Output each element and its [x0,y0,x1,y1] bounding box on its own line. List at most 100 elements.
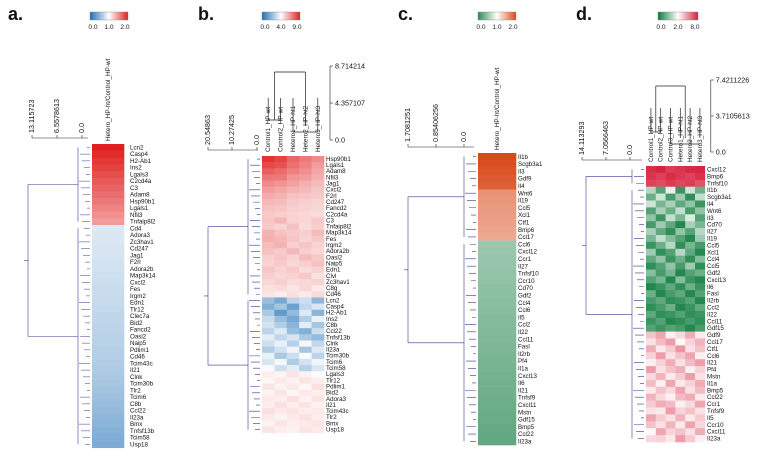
heat-cell [685,283,696,291]
heat-cell [685,352,696,360]
heat-cell [655,317,666,325]
heat-cell [695,331,706,339]
gene-label: Bid2 [130,320,143,327]
column-label: Hetero3_HP-ht3 [315,105,322,152]
heat-cell [262,186,275,194]
panel-label: b. [198,4,214,24]
heat-cell [665,221,676,229]
heat-cell [274,272,288,280]
gene-label: Il3 [707,215,714,222]
heat-cell [274,365,288,372]
heat-cell [646,207,657,215]
heat-cell [646,338,657,346]
heat-cell [685,310,696,319]
heat-cell [665,200,676,208]
heat-cell [311,383,325,390]
gene-label: Il23a [130,414,144,421]
heat-cell [274,334,288,341]
gene-label: Tnfsf9 [518,395,536,402]
heat-cell [695,393,706,401]
gene-label: Tnfsf13b [326,334,351,341]
heat-cell [311,162,325,169]
heat-cell [274,309,288,317]
heat-cell [685,379,696,388]
heat-cell [311,328,325,335]
column-label: Control3_HP-wt [668,117,675,162]
heat-cell [299,322,312,329]
gene-label: Wnt6 [707,208,722,215]
heat-cell [646,310,657,319]
heat-cell [274,248,288,255]
heat-cell [311,266,325,274]
heat-cell [675,310,686,319]
gene-label: C3 [130,185,138,192]
heat-cell [695,186,706,194]
legend-tick-label: 2.0 [508,24,517,31]
gene-label: Tnfsf10 [518,271,539,278]
heat-cell [675,186,686,194]
heat-cell [274,156,288,163]
heat-cell [299,414,312,421]
heat-cell [274,408,288,415]
heat-cell [299,346,312,354]
gene-label: Ccl6 [707,353,720,360]
gene-label: Il2rb [707,298,720,305]
heat-cell [92,144,125,152]
gene-label: Il1b [707,187,718,194]
heat-cell [665,193,676,201]
heat-cell [695,373,706,381]
heat-cell [299,279,312,286]
heat-cell [675,338,686,346]
gene-label: Scgb3a1 [518,161,543,168]
heat-cell [655,290,666,298]
heat-cell [646,373,657,381]
gene-label: Tcim43c [326,408,349,415]
heat-cell [695,228,706,236]
gene-label: Ccr1 [707,401,721,408]
heat-cell [695,248,706,256]
heat-cell [685,338,696,346]
heat-cell [286,235,300,243]
heat-cell [286,211,300,218]
heat-cell [685,421,696,429]
heat-cell [92,231,125,239]
heat-cell [92,177,125,185]
heat-cell [478,218,517,227]
color-legend-bar [477,11,517,21]
heat-cell [695,214,706,222]
heat-cell [92,427,125,435]
gene-label: Cd4 [130,225,142,232]
heat-cell [478,160,517,168]
heat-cell [665,304,676,312]
gene-label: Bmp6 [518,227,535,234]
heat-cell [286,199,300,206]
heat-cell [695,400,706,408]
column-label: Hetero1_HP-ht1 [677,115,684,162]
heat-cell [665,214,676,222]
heat-cell [675,379,686,388]
heat-cell [274,402,288,409]
gene-label: Il22 [518,329,529,336]
legend-tick-label: 9.0 [292,24,301,31]
legend-tick-label: 0.0 [476,24,485,31]
gene-label: Tcim43c [130,360,153,367]
heat-cell [92,265,125,273]
heat-cell [685,276,696,284]
heat-cell [685,331,696,339]
heat-cell [655,172,666,181]
gene-label: Ccl22 [130,408,146,415]
heat-cell [286,383,300,390]
heat-cell [92,353,125,361]
heat-cell [286,254,300,261]
heat-cell [646,290,657,298]
gene-label: Adam8 [130,192,150,199]
gene-label: Il19 [518,198,529,205]
gene-label: Ins2 [130,165,142,172]
gene-label: Pf4 [707,367,717,374]
heat-cell [685,179,696,187]
heat-cell [646,359,657,367]
heat-cell [311,297,325,304]
panel-a: a. 0.0 1.0 2.0 Hetero_HP-ht/Control_HP-wt Lc… [0,0,190,457]
heat-cell [299,297,312,304]
heat-cell [311,279,325,286]
